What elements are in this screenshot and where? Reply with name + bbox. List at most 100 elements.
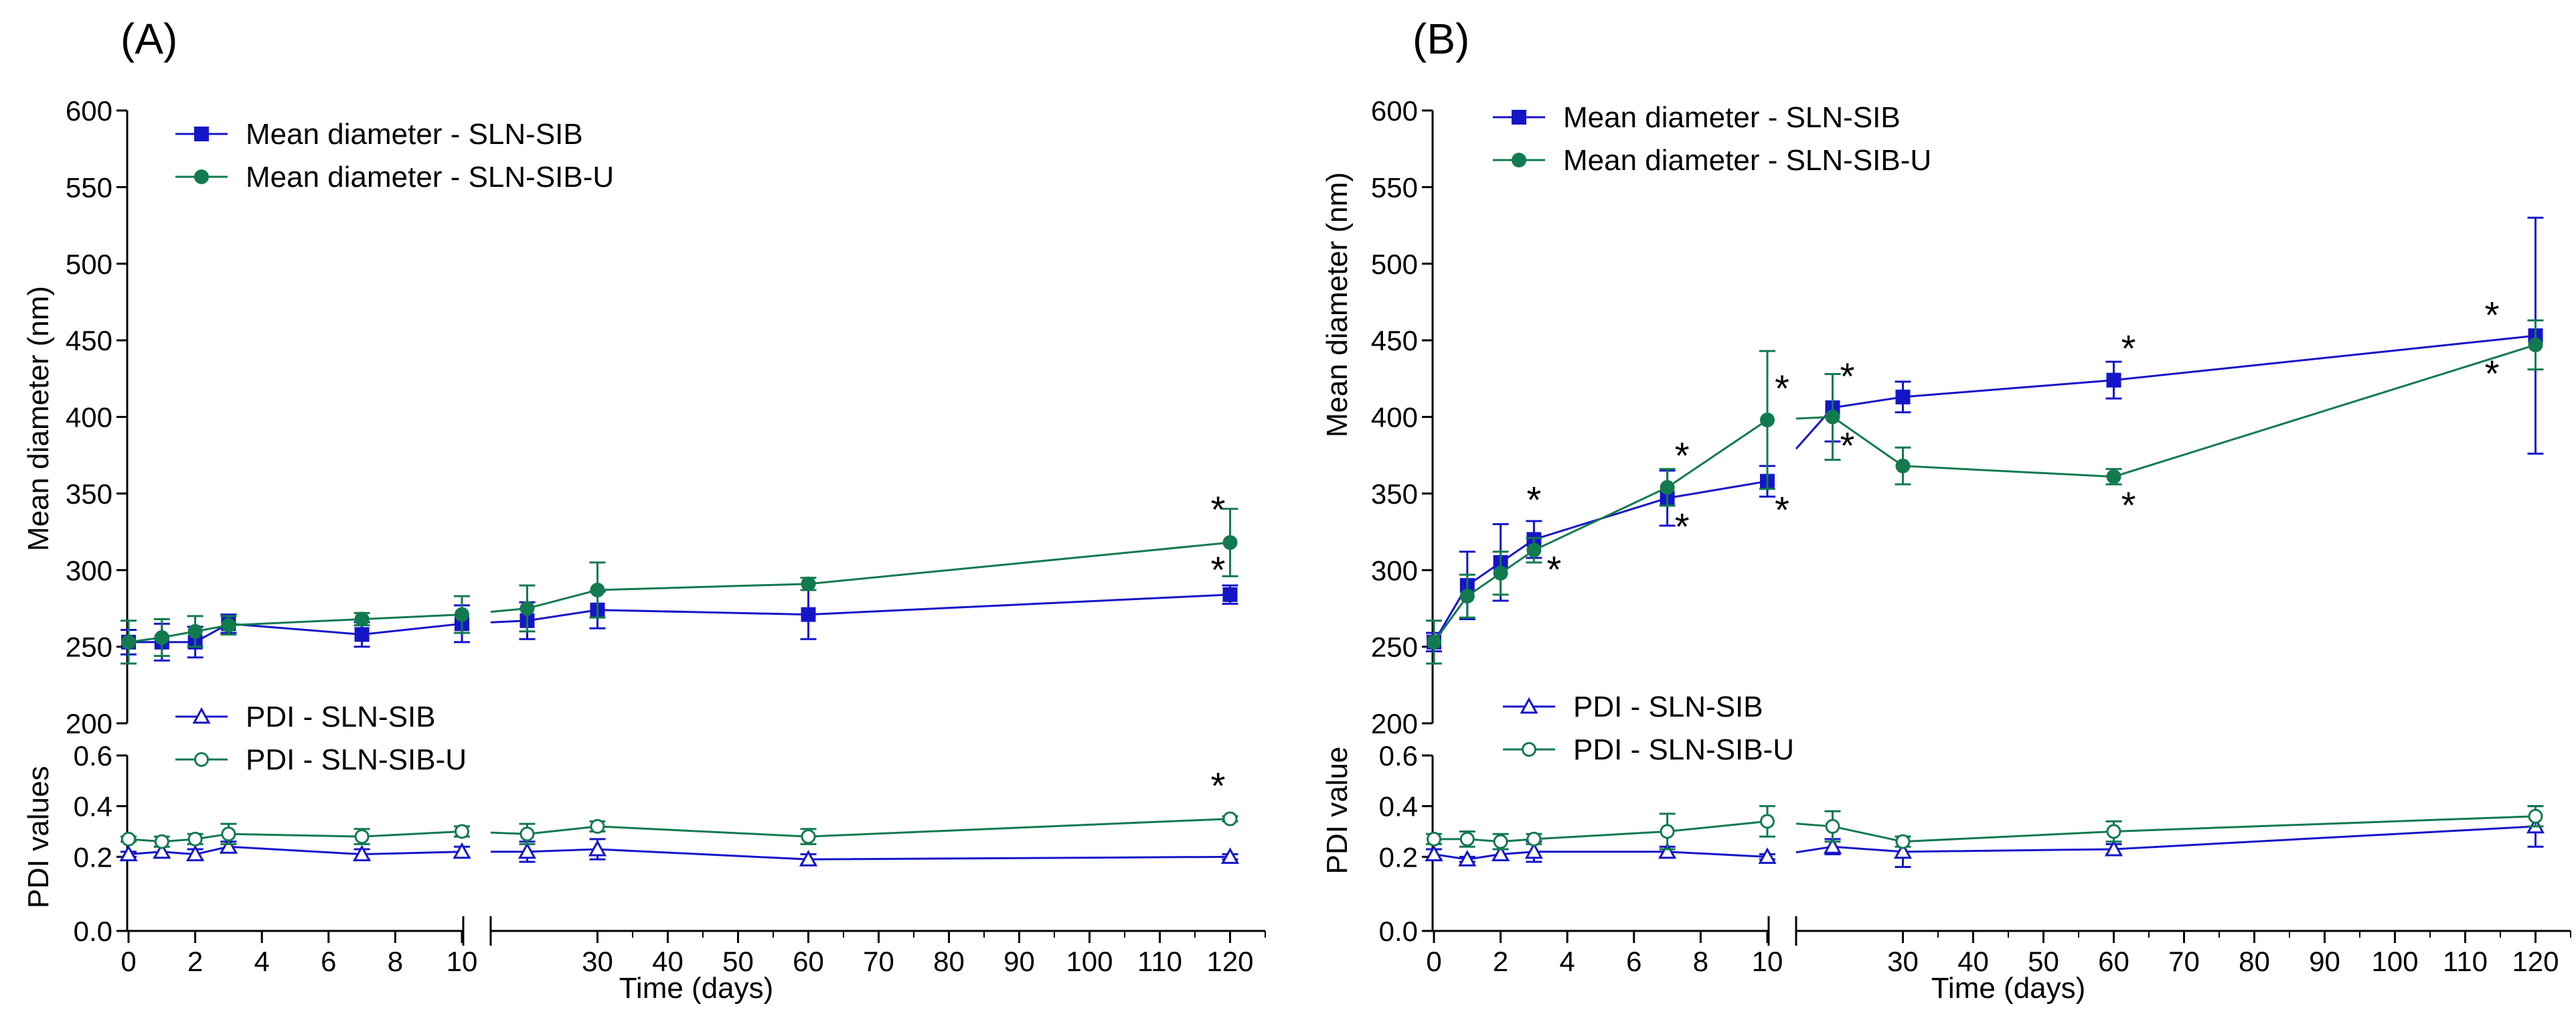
pdi-y-tick-label: 0.2 — [74, 841, 112, 873]
pdi-y-tick-label: 0.4 — [1379, 791, 1418, 822]
data-point-square — [354, 627, 370, 642]
legend-label: PDI - SLN-SIB-U — [1573, 733, 1794, 766]
data-point-circle — [187, 624, 203, 639]
x-tick-label: 30 — [1887, 946, 1919, 977]
data-point-circle — [1222, 535, 1238, 551]
significance-asterisk: * — [1211, 549, 1226, 591]
data-point-triangle — [517, 842, 537, 859]
legend-marker — [1512, 153, 1526, 167]
x-tick-label: 110 — [1137, 946, 1182, 977]
significance-asterisk: * — [1775, 367, 1789, 409]
data-point-triangle — [1220, 847, 1240, 864]
legend-label: PDI - SLN-SIB-U — [246, 743, 467, 776]
legend-label: Mean diameter - SLN-SIB — [246, 118, 583, 151]
significance-asterisk: * — [1527, 479, 1542, 521]
x-tick-label: 6 — [321, 946, 336, 977]
data-point-circle — [1660, 480, 1675, 495]
legend-label: Mean diameter - SLN-SIB — [1563, 101, 1901, 134]
data-point-open-circle — [154, 834, 169, 849]
panel-label-a: (A) — [120, 15, 177, 63]
pdi-axis-title-b: PDI value — [1321, 747, 1354, 875]
data-point-square — [1222, 587, 1238, 602]
x-tick-label: 80 — [933, 946, 965, 977]
data-point-open-circle — [455, 824, 469, 839]
panel-label-b: (B) — [1413, 15, 1469, 63]
x-tick-label: 6 — [1626, 946, 1641, 977]
legend-marker — [194, 169, 209, 184]
data-point-triangle — [1458, 850, 1477, 867]
significance-asterisk: * — [1840, 355, 1855, 397]
data-point-open-circle — [801, 829, 816, 845]
data-point-open-circle — [1895, 834, 1911, 849]
data-point-triangle — [1425, 845, 1443, 862]
data-point-triangle — [588, 839, 607, 857]
x-tick-label: 4 — [1560, 946, 1575, 977]
x-tick-label: 50 — [722, 946, 754, 977]
data-point-circle — [2106, 469, 2121, 484]
pdi-y-tick-label: 0.6 — [74, 740, 112, 772]
data-point-open-circle — [187, 831, 203, 847]
mean-y-tick-label: 550 — [66, 171, 112, 203]
pdi-y-tick-label: 0.4 — [74, 791, 112, 822]
x-axis-title-a: Time (days) — [619, 972, 774, 1005]
mean-y-tick-label: 450 — [1371, 325, 1418, 356]
legend-marker — [194, 752, 209, 767]
data-point-circle — [590, 582, 605, 597]
data-point-circle — [154, 630, 169, 645]
significance-asterisk: * — [1775, 489, 1789, 531]
mean-y-tick-label: 500 — [66, 248, 112, 280]
significance-asterisk: * — [1675, 435, 1690, 477]
series-line-segment — [1433, 480, 1768, 643]
mean-y-tick-label: 350 — [66, 478, 112, 510]
data-point-circle — [1493, 565, 1508, 581]
data-point-triangle — [1823, 837, 1842, 854]
data-point-circle — [1427, 634, 1441, 650]
data-point-circle — [519, 601, 535, 616]
x-tick-label: 100 — [1066, 946, 1113, 977]
data-point-open-circle — [1427, 831, 1441, 847]
data-point-triangle — [1893, 842, 1913, 859]
data-point-triangle — [799, 850, 818, 867]
pdi-y-tick-label: 0.0 — [1379, 916, 1418, 947]
data-point-circle — [354, 611, 370, 627]
data-point-open-circle — [1459, 831, 1475, 847]
x-tick-label: 80 — [2239, 946, 2270, 977]
data-point-open-circle — [1222, 811, 1238, 826]
x-tick-label: 30 — [582, 946, 613, 977]
x-axis-title-b: Time (days) — [1931, 972, 2086, 1005]
data-point-open-circle — [1660, 824, 1675, 839]
mean-y-tick-label: 250 — [1371, 632, 1418, 663]
significance-asterisk: * — [1840, 425, 1855, 467]
mean-y-tick-label: 400 — [66, 402, 112, 433]
data-point-triangle — [1758, 847, 1777, 864]
data-point-triangle — [153, 842, 171, 859]
data-point-triangle — [1492, 845, 1510, 862]
x-tick-label: 0 — [1426, 946, 1441, 977]
data-point-triangle — [219, 837, 238, 854]
pdi-axis-title-a: PDI values — [22, 766, 55, 909]
legend-label: Mean diameter - SLN-SIB-U — [246, 161, 614, 194]
mean-y-tick-label: 450 — [66, 325, 112, 356]
data-point-square — [1895, 389, 1911, 405]
x-tick-label: 110 — [2443, 946, 2488, 977]
data-point-triangle — [453, 842, 471, 859]
series-line-segment — [1433, 419, 1768, 643]
mean-y-tick-label: 350 — [1371, 478, 1418, 510]
data-point-circle — [221, 617, 236, 633]
data-point-open-circle — [2528, 808, 2543, 824]
mean-y-tick-label: 200 — [1371, 708, 1418, 739]
data-point-open-circle — [1825, 818, 1840, 834]
x-tick-label: 120 — [1206, 946, 1253, 977]
data-point-open-circle — [1526, 831, 1542, 847]
data-point-circle — [1895, 458, 1911, 474]
significance-asterisk: * — [1211, 765, 1226, 807]
series-line-segment — [128, 845, 463, 856]
data-point-triangle — [1524, 842, 1543, 859]
data-point-square — [801, 607, 816, 622]
series-line-segment — [129, 622, 463, 644]
x-tick-label: 10 — [1752, 946, 1783, 977]
legend-marker — [1522, 742, 1536, 757]
x-tick-label: 2 — [1493, 946, 1508, 977]
legend-label: PDI - SLN-SIB — [1573, 690, 1763, 723]
